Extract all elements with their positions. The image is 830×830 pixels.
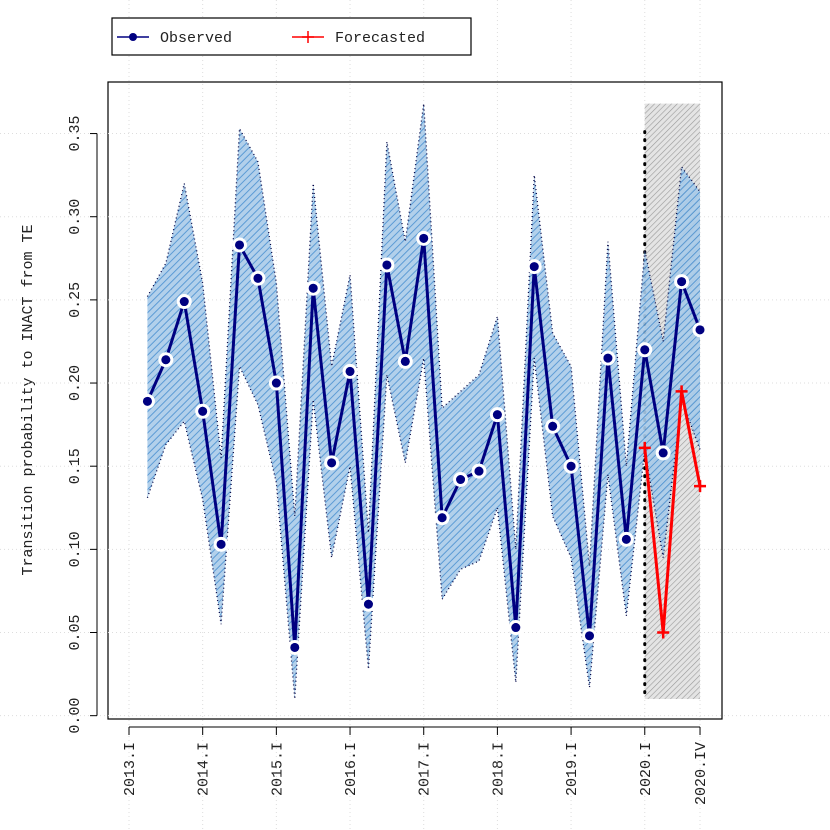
- observed-point: [585, 631, 594, 641]
- observed-point: [232, 237, 248, 253]
- observed-point: [545, 418, 561, 434]
- legend-label: Forecasted: [335, 30, 425, 47]
- forecast-line: [643, 391, 702, 633]
- observed-point: [379, 257, 395, 273]
- observed-point: [618, 531, 634, 547]
- x-tick-label: 2020.IV: [693, 742, 710, 805]
- observed-point: [305, 280, 321, 296]
- x-tick-label: 2015.I: [269, 742, 286, 796]
- observed-point: [327, 458, 337, 468]
- observed-point: [695, 325, 705, 335]
- observed-point: [434, 510, 450, 526]
- y-tick-label: 0.25: [67, 282, 84, 318]
- x-tick-label: 2016.I: [343, 742, 360, 796]
- observed-point: [195, 403, 211, 419]
- observed-point: [637, 342, 653, 358]
- x-tick-label: 2018.I: [490, 742, 507, 796]
- y-tick-label: 0.00: [67, 698, 84, 734]
- y-tick-label: 0.15: [67, 448, 84, 484]
- y-tick-label: 0.30: [67, 199, 84, 235]
- plot-frame: [107, 81, 723, 720]
- forecast-point: [657, 626, 670, 639]
- observed-point: [345, 366, 355, 376]
- legend-marker: [129, 33, 137, 41]
- observed-point: [397, 353, 413, 369]
- observed-point: [655, 445, 671, 461]
- observed-point: [363, 599, 373, 609]
- observed-point: [640, 345, 650, 355]
- observed-point: [382, 260, 392, 270]
- forecast-point: [638, 441, 651, 454]
- observed-point: [548, 421, 558, 431]
- x-tick-label: 2017.I: [417, 742, 434, 796]
- observed-point: [600, 350, 616, 366]
- observed-point: [158, 352, 174, 368]
- observed-point: [161, 355, 171, 365]
- observed-point: [250, 270, 266, 286]
- observed-point: [526, 259, 542, 275]
- observed-point: [176, 294, 192, 310]
- observed-point: [179, 297, 189, 307]
- observed-point: [456, 475, 466, 485]
- observed-point: [400, 356, 410, 366]
- y-tick-label: 0.20: [67, 365, 84, 401]
- observed-point: [253, 273, 263, 283]
- observed-point: [213, 536, 229, 552]
- observed-point: [508, 620, 524, 636]
- x-tick-label: 2019.I: [564, 742, 581, 796]
- legend-marker: [302, 31, 314, 43]
- observed-point: [603, 353, 613, 363]
- y-tick-label: 0.05: [67, 615, 84, 651]
- observed-point: [563, 458, 579, 474]
- observed-point: [324, 455, 340, 471]
- observed-point: [492, 410, 502, 420]
- observed-point: [308, 283, 318, 293]
- x-tick-label: 2013.I: [122, 742, 139, 796]
- x-tick-label: 2014.I: [196, 742, 213, 796]
- observed-point: [529, 262, 539, 272]
- confidence-band: [147, 103, 701, 700]
- observed-point: [142, 396, 152, 406]
- observed-point: [674, 274, 690, 290]
- observed-point: [416, 230, 432, 246]
- observed-point: [453, 472, 469, 488]
- observed-point: [271, 378, 281, 388]
- observed-point: [621, 534, 631, 544]
- forecast-point: [675, 385, 688, 398]
- observed-point: [658, 448, 668, 458]
- y-tick-label: 0.10: [67, 531, 84, 567]
- band-upper: [146, 103, 701, 567]
- observed-point: [474, 466, 484, 476]
- legend-label: Observed: [160, 30, 232, 47]
- x-tick-label: 2020.I: [638, 742, 655, 796]
- observed-point: [268, 375, 284, 391]
- observed-point: [471, 463, 487, 479]
- observed-point: [198, 406, 208, 416]
- observed-point: [342, 363, 358, 379]
- observed-point: [511, 623, 521, 633]
- observed-point: [566, 461, 576, 471]
- observed-point: [287, 639, 303, 655]
- observed-point: [692, 322, 708, 338]
- observed-point: [290, 642, 300, 652]
- observed-point: [216, 539, 226, 549]
- observed-point: [139, 393, 155, 409]
- observed-point: [677, 277, 687, 287]
- y-axis-label: Transition probability to INACT from TE: [20, 224, 37, 575]
- observed-point: [489, 407, 505, 423]
- observed-point: [582, 628, 597, 644]
- legend-box: [111, 17, 472, 56]
- observed-point: [419, 233, 429, 243]
- y-tick-label: 0.35: [67, 116, 84, 152]
- observed-point: [235, 240, 245, 250]
- forecast-point: [694, 480, 707, 493]
- observed-point: [437, 513, 447, 523]
- observed-point: [360, 596, 376, 612]
